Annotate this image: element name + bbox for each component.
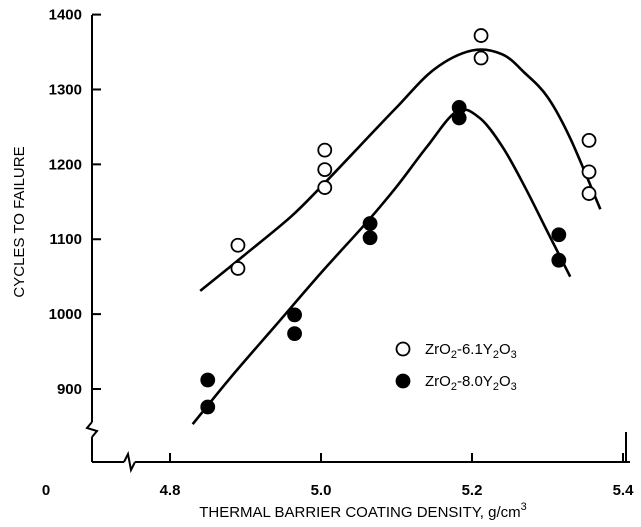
filled-data-point <box>362 230 378 246</box>
y-tick-label: 1100 <box>49 231 82 248</box>
x-tick-label: 4.8 <box>160 482 181 499</box>
filled-data-point <box>551 252 567 268</box>
filled-data-point <box>287 326 302 341</box>
legend-marker <box>395 373 411 389</box>
legend-text-part: O <box>499 341 511 358</box>
legend-label: ZrO2-6.1Y2O3 <box>425 341 517 361</box>
open-data-point <box>581 132 597 148</box>
x-origin-label: 0 <box>42 482 50 499</box>
x-axis-title-text: THERMAL BARRIER COATING DENSITY, g/cm <box>199 504 520 521</box>
x-tick-label: 5.0 <box>311 482 332 499</box>
filled-data-point <box>451 110 467 126</box>
legend-text-part: -6.1Y <box>457 341 493 358</box>
x-axis-title: THERMAL BARRIER COATING DENSITY, g/cm3 <box>199 501 527 521</box>
open-data-point <box>230 261 246 276</box>
open-data-point <box>317 142 333 158</box>
y-tick-label: 1400 <box>49 7 82 24</box>
fit-curves <box>191 48 602 426</box>
legend-text-part: ZrO <box>425 373 451 390</box>
filled-data-point <box>200 372 216 388</box>
axes <box>85 15 630 474</box>
x-tick-label: 5.2 <box>462 482 483 499</box>
open-data-point <box>317 162 333 178</box>
legend-label: ZrO2-8.0Y2O3 <box>425 373 517 393</box>
y-axis-break-mark <box>85 421 99 438</box>
filled-data-point <box>287 307 302 323</box>
y-tick-label: 900 <box>57 381 82 398</box>
filled-data-point <box>200 399 216 415</box>
y-ticks: 900 1000 1100 1200 1300 1400 <box>49 7 101 398</box>
legend-subscript: 3 <box>511 381 517 393</box>
legend-text-part: O <box>499 373 511 390</box>
legend-subscript: 3 <box>511 349 517 361</box>
legend-text-part: ZrO <box>425 341 451 358</box>
x-ticks: 4.8 5.0 5.2 5.4 <box>160 453 635 499</box>
filled-data-point <box>362 216 378 231</box>
y-axis-title: CYCLES TO FAILURE <box>11 146 28 297</box>
legend-subscript: 2 <box>493 381 499 393</box>
x-axis-break-mark <box>123 450 136 474</box>
open-data-point <box>581 164 597 180</box>
y-tick-label: 1000 <box>49 306 82 323</box>
open-data-point <box>230 237 246 253</box>
data-points <box>200 28 597 415</box>
open-data-point <box>473 28 489 43</box>
fit-curve-series-2 <box>191 108 572 426</box>
y-tick-label: 1300 <box>49 81 82 98</box>
x-axis-title-superscript: 3 <box>521 501 527 513</box>
fit-curve-series-1 <box>199 48 602 292</box>
filled-data-point <box>551 227 567 243</box>
open-data-point <box>317 180 333 195</box>
legend-subscript: 2 <box>451 381 457 393</box>
y-tick-label: 1200 <box>49 156 82 173</box>
legend-subscript: 2 <box>451 349 457 361</box>
legend-text-part: -8.0Y <box>457 373 493 390</box>
x-tick-label: 5.4 <box>613 482 635 499</box>
open-data-point <box>581 186 597 201</box>
legend-marker <box>395 341 411 357</box>
legend-subscript: 2 <box>493 349 499 361</box>
open-data-point <box>473 50 489 66</box>
